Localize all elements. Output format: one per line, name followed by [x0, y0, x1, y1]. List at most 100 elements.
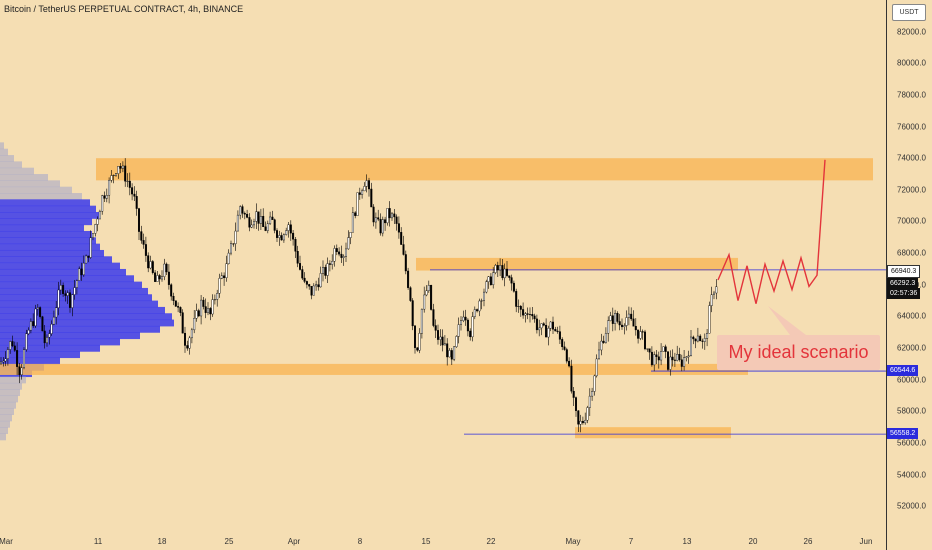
candle-body — [66, 292, 69, 296]
candle-body — [101, 195, 104, 212]
y-tick-label: 76000.0 — [897, 122, 926, 132]
candle-body — [319, 273, 322, 288]
volume-profile-bar — [0, 414, 12, 422]
volume-profile-bar — [0, 212, 100, 219]
candle-body — [229, 243, 232, 254]
candle-body — [478, 300, 481, 312]
candle-body — [103, 195, 106, 199]
candle-body — [216, 293, 219, 300]
candle-body — [354, 212, 357, 216]
candle-body — [186, 345, 189, 349]
currency-button[interactable]: USDT — [892, 4, 926, 21]
candle-body — [609, 315, 612, 321]
candle-body — [476, 309, 479, 312]
volume-profile-bar — [0, 186, 72, 194]
candle-body — [381, 219, 384, 234]
candle-body — [485, 281, 488, 293]
candle-body — [634, 325, 637, 331]
candle-body — [165, 263, 168, 273]
volume-profile-bar — [0, 382, 22, 390]
candle-body — [181, 312, 184, 334]
candle-body — [59, 285, 62, 291]
candle-body — [570, 365, 573, 392]
candle-body — [499, 265, 502, 271]
candle-body — [450, 350, 453, 360]
volume-profile-bar — [0, 408, 14, 416]
volume-profile-bar — [0, 174, 48, 181]
candle-body — [78, 268, 81, 281]
candle-body — [614, 313, 617, 324]
candle-body — [317, 284, 320, 288]
candle-body — [529, 314, 532, 316]
x-tick-label: 11 — [93, 537, 103, 546]
candle-body — [437, 330, 440, 340]
candle-body — [87, 255, 90, 258]
candle-body — [299, 263, 302, 270]
candle-body — [34, 308, 37, 327]
candle-body — [694, 338, 697, 342]
candle-body — [183, 332, 186, 346]
candle-body — [172, 296, 175, 301]
candle-body — [126, 180, 129, 182]
candle-body — [552, 321, 555, 330]
candle-body — [690, 336, 693, 357]
candle-body — [473, 309, 476, 317]
candle-body — [266, 223, 269, 231]
candle-body — [347, 237, 350, 250]
candle-body — [62, 285, 65, 294]
candle-body — [361, 190, 364, 195]
candle-body — [358, 192, 361, 195]
volume-profile-bar — [0, 389, 20, 397]
y-tick-label: 68000.0 — [897, 248, 926, 258]
candle-body — [669, 356, 672, 370]
candle-body — [9, 341, 12, 350]
candle-body — [154, 272, 157, 282]
x-tick-label: 22 — [486, 537, 496, 546]
candle-body — [696, 335, 699, 342]
candle-body — [105, 195, 108, 199]
candle-body — [572, 390, 575, 398]
volume-profile-bar — [0, 401, 16, 409]
candle-body — [524, 313, 527, 316]
volume-profile-bar — [0, 395, 18, 403]
candle-body — [18, 366, 21, 376]
candle-body — [285, 230, 288, 235]
candle-body — [211, 299, 214, 315]
candle-body — [386, 208, 389, 224]
candle-body — [114, 173, 117, 176]
candle-body — [68, 292, 71, 308]
candle-body — [209, 308, 212, 315]
y-tick-label: 78000.0 — [897, 90, 926, 100]
candle-body — [563, 346, 566, 350]
candle-body — [75, 280, 78, 288]
candle-body — [632, 318, 635, 327]
candle-body — [11, 341, 14, 347]
candle-body — [644, 331, 647, 350]
volume-profile-bar — [0, 167, 34, 175]
candle-body — [439, 336, 442, 340]
volume-profile-bar — [0, 344, 100, 352]
candle-body — [685, 356, 688, 358]
candle-body — [177, 306, 180, 308]
candle-body — [510, 277, 513, 284]
candle-body — [460, 320, 463, 325]
candle-body — [55, 307, 58, 318]
x-tick-label: 13 — [682, 537, 692, 546]
candle-body — [641, 331, 644, 333]
candle-body — [595, 358, 598, 377]
candle-body — [584, 419, 587, 424]
candle-body — [331, 260, 334, 265]
candle-body — [453, 346, 456, 360]
candle-body — [20, 367, 23, 376]
candle-body — [206, 308, 209, 313]
candle-body — [213, 299, 216, 301]
projection-path — [717, 159, 826, 304]
candle-body — [568, 360, 571, 367]
candle-body — [591, 391, 594, 397]
candle-body — [25, 333, 28, 350]
candle-body — [333, 248, 336, 262]
candle-body — [41, 316, 44, 332]
candle-body — [577, 410, 580, 425]
candle-body — [158, 275, 161, 280]
